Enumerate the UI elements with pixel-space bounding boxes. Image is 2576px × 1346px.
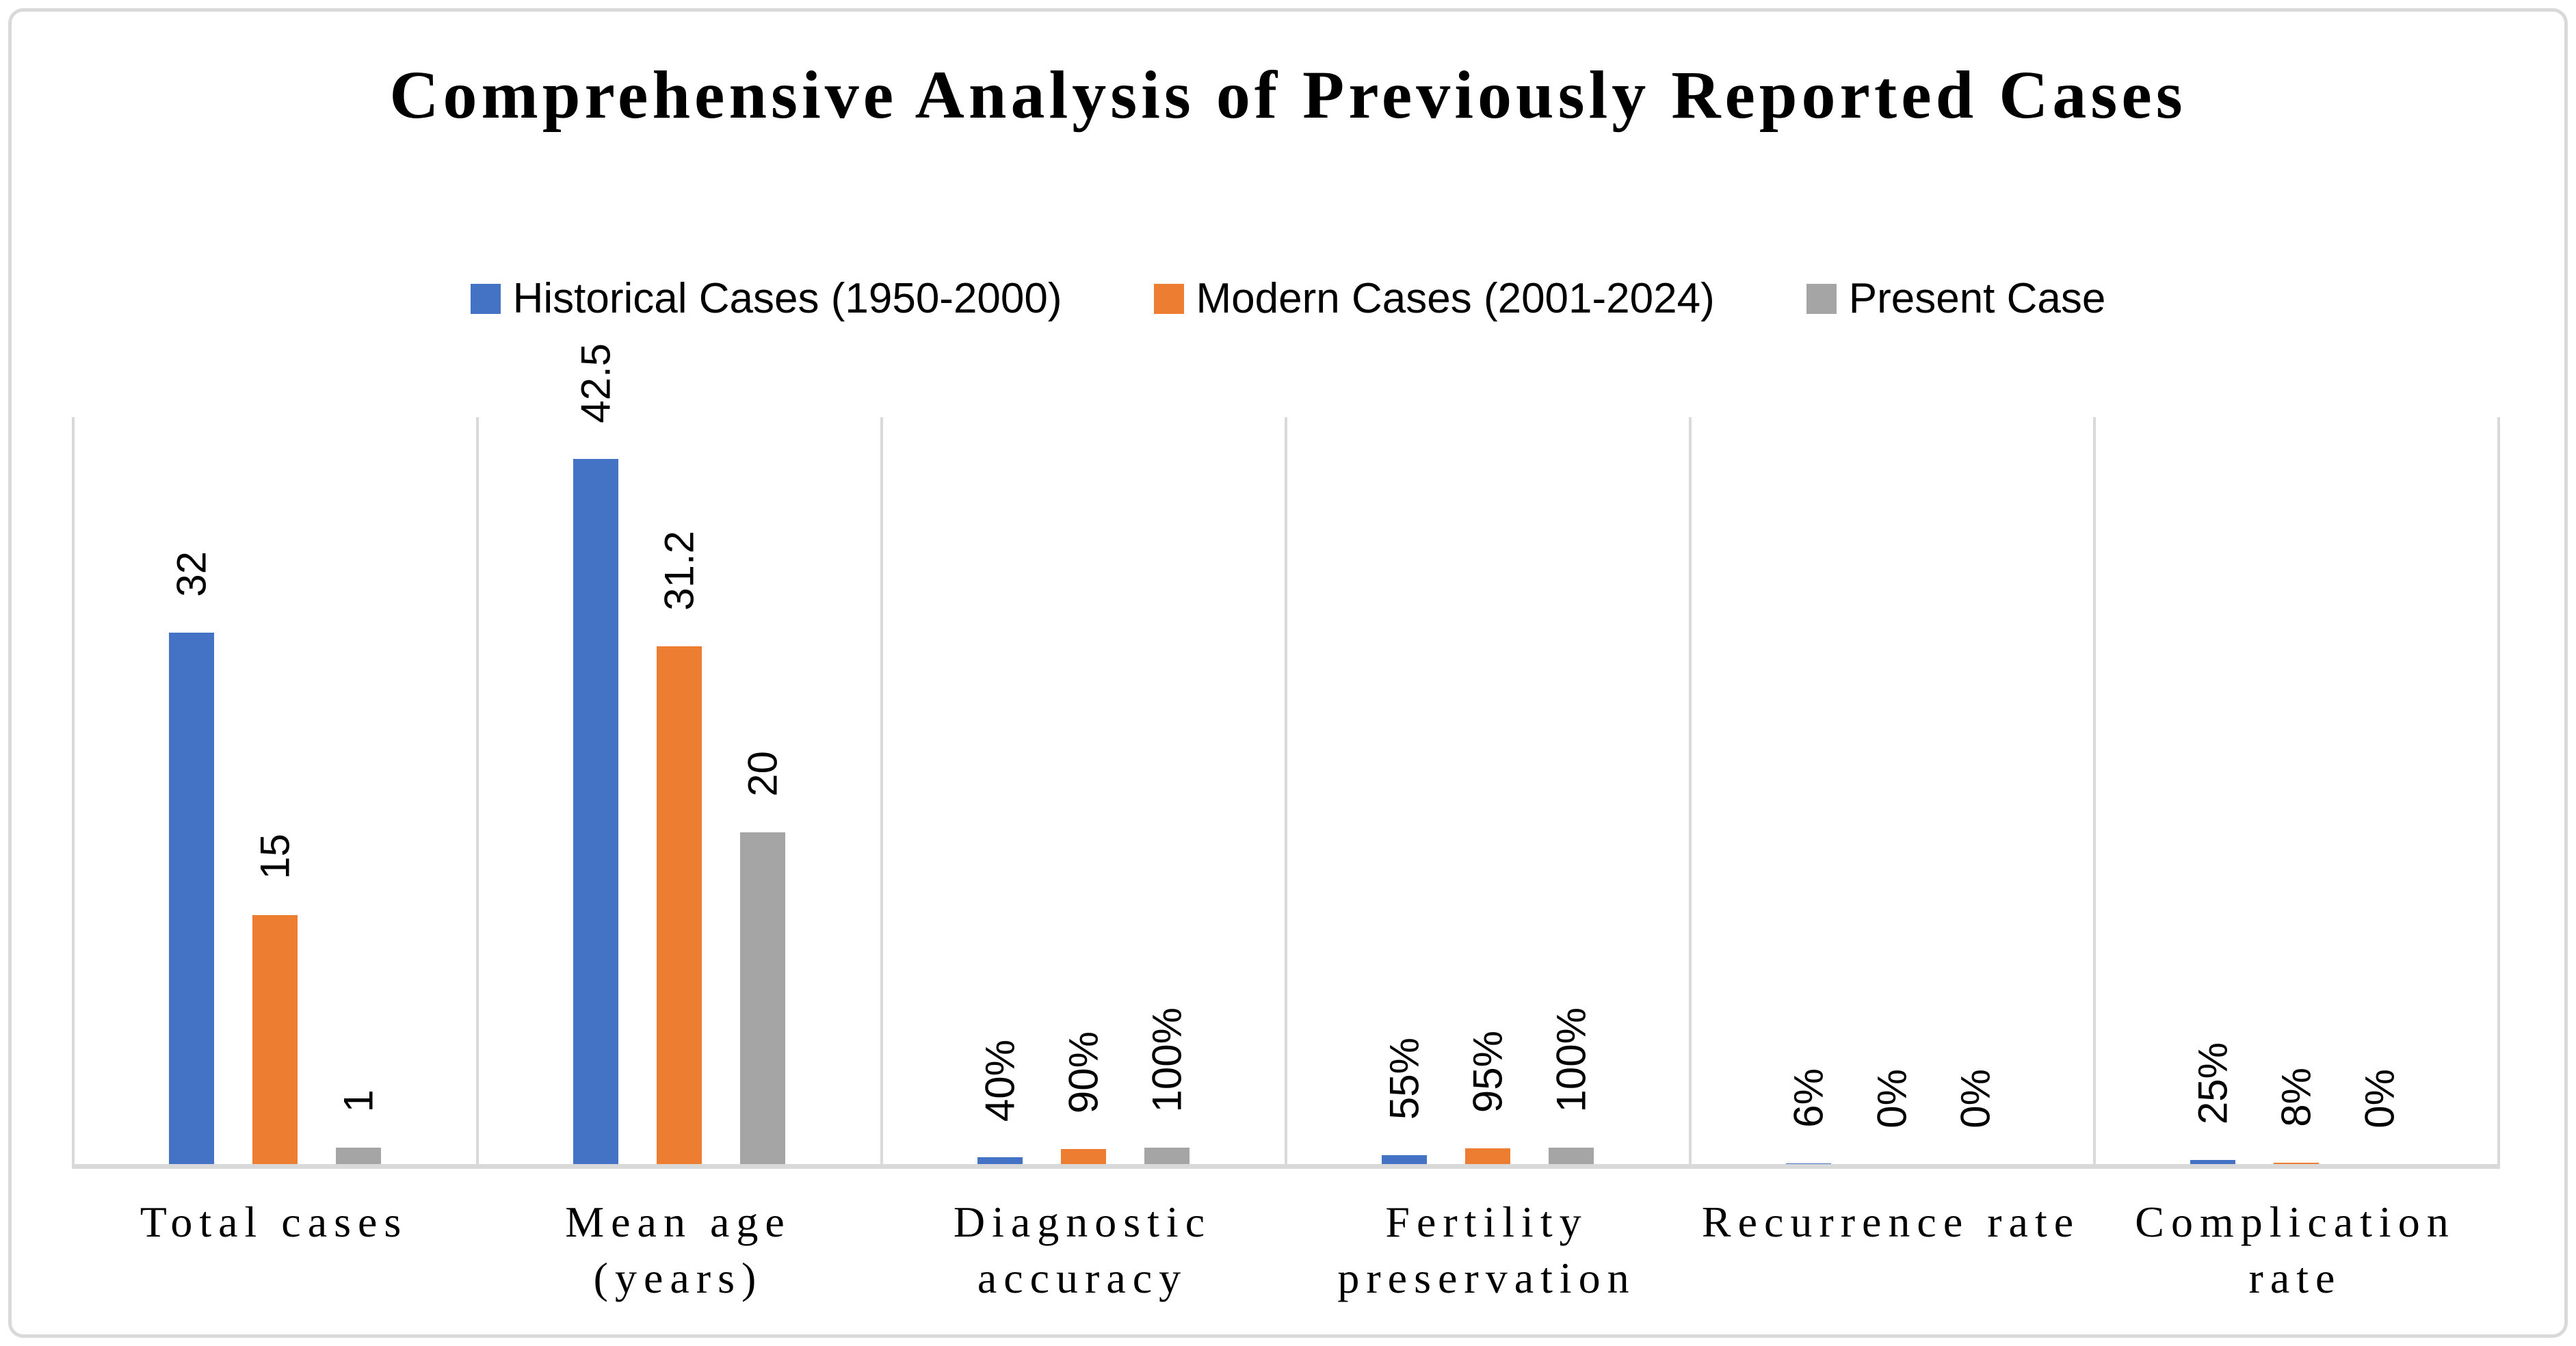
bar-recurrence-rate-series-1 [1786, 1163, 1831, 1164]
legend-square-icon [1153, 284, 1184, 314]
category-axis: Total cases Mean age (years) Diagnostic ac… [72, 1194, 2500, 1331]
bar-value-text: 55% [1381, 1037, 1428, 1120]
legend-item-3: Present Case [1806, 275, 2106, 322]
legend-item-label: Present Case [1848, 275, 2106, 322]
bar-value-text: 0% [1952, 1069, 1999, 1129]
legend-item-1: Historical Cases (1950-2000) [470, 275, 1062, 322]
x-axis-line [72, 1164, 2500, 1169]
bar-diagnostic-accuracy-series-3 [1144, 1148, 1190, 1164]
category-label-complication-rate: Complication rate [2135, 1198, 2456, 1302]
legend-square-icon [1806, 284, 1837, 314]
bar-value-text: 25% [2190, 1042, 2236, 1124]
bar-mean-age-years--series-3 [740, 832, 785, 1164]
category-separator-line [2093, 417, 2096, 1164]
category-separator-line [2497, 417, 2500, 1164]
bar-value-text: 90% [1060, 1031, 1107, 1113]
category-separator-line [1689, 417, 1692, 1164]
category-label-mean-age-years-: Mean age (years) [565, 1198, 791, 1302]
bar-value-text: 15 [252, 834, 298, 880]
bar-fertility-preservation-series-1 [1382, 1155, 1427, 1164]
legend-item-2: Modern Cases (2001-2024) [1153, 275, 1715, 322]
legend-square-icon [470, 284, 501, 314]
bar-value-text: 42.5 [573, 343, 619, 423]
bar-fertility-preservation-series-2 [1465, 1148, 1510, 1164]
bar-value-text: 40% [977, 1039, 1023, 1122]
category-label-total-cases: Total cases [140, 1198, 408, 1246]
bar-value-text: 95% [1464, 1030, 1511, 1113]
category-separator-line [880, 417, 883, 1164]
bar-value-text: 1 [335, 1089, 382, 1112]
category-label-recurrence-rate: Recurrence rate [1701, 1198, 2081, 1246]
bar-mean-age-years--series-1 [573, 459, 618, 1164]
bar-total-cases-series-2 [252, 915, 298, 1164]
bar-mean-age-years--series-2 [657, 646, 702, 1164]
chart-title: Comprehensive Analysis of Previously Rep… [389, 57, 2187, 133]
bar-total-cases-series-1 [169, 633, 214, 1164]
chart-outer-border [8, 8, 2568, 1338]
plot-area: 32 15 1 42.5 31.2 20 40% 90% 100% 55% 95% 100% 6% 0% 0… [72, 343, 2500, 1169]
bar-complication-rate-series-1 [2190, 1160, 2235, 1164]
legend-item-label: Modern Cases (2001-2024) [1196, 275, 1715, 322]
bar-total-cases-series-3 [336, 1148, 381, 1164]
bar-complication-rate-series-2 [2274, 1163, 2319, 1164]
category-separator-line [476, 417, 479, 1164]
legend: Historical Cases (1950-2000) Modern Cases… [0, 278, 2576, 320]
bar-fertility-preservation-series-3 [1549, 1148, 1594, 1164]
bar-value-text: 31.2 [656, 531, 702, 611]
category-label-fertility-preservation: Fertility preservation [1337, 1198, 1636, 1302]
bar-value-text: 8% [2273, 1068, 2319, 1127]
bar-value-text: 32 [168, 551, 215, 597]
category-separator-line [1285, 417, 1287, 1164]
bar-value-text: 20 [739, 751, 786, 797]
bar-value-text: 100% [1144, 1007, 1190, 1112]
category-separator-line [72, 417, 75, 1164]
bar-value-text: 100% [1548, 1007, 1594, 1112]
category-label-diagnostic-accuracy: Diagnostic accuracy [953, 1198, 1212, 1302]
bar-value-text: 0% [1869, 1069, 1915, 1129]
bar-diagnostic-accuracy-series-1 [977, 1157, 1023, 1164]
bar-diagnostic-accuracy-series-2 [1061, 1149, 1106, 1164]
bar-value-text: 6% [1785, 1068, 1832, 1128]
bar-value-text: 0% [2356, 1069, 2403, 1129]
legend-item-label: Historical Cases (1950-2000) [512, 275, 1062, 322]
